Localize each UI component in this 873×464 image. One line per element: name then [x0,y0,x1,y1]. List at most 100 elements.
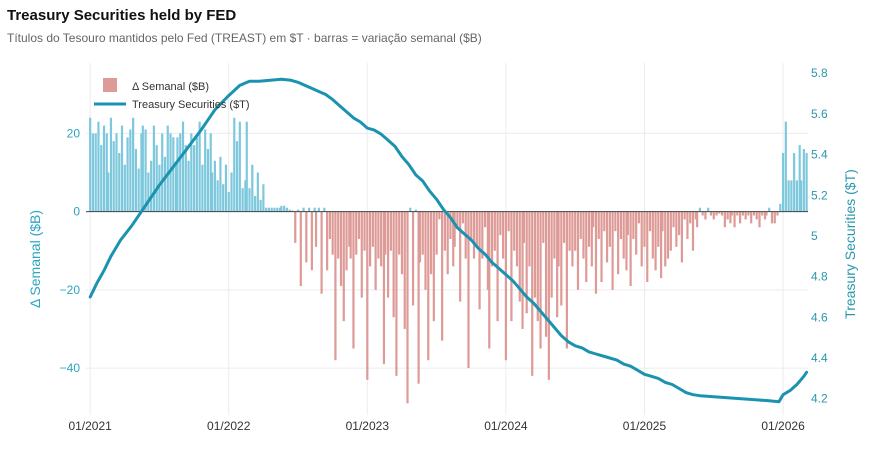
bar[interactable] [648,211,652,232]
series-line[interactable] [88,77,809,404]
bar[interactable] [478,211,481,310]
bar[interactable] [395,211,398,376]
bar[interactable] [134,149,137,212]
bar[interactable] [155,145,158,212]
bar[interactable] [654,211,657,271]
bar[interactable] [747,211,750,216]
bar[interactable] [669,211,672,251]
bar[interactable] [273,207,276,212]
bar[interactable] [317,207,320,212]
bar[interactable] [432,211,435,322]
bar[interactable] [784,121,787,212]
bar[interactable] [278,207,282,212]
bar[interactable] [107,172,110,212]
bar[interactable] [470,211,473,239]
bar[interactable] [565,211,568,349]
bar[interactable] [411,211,415,306]
bar[interactable] [701,211,704,216]
bar[interactable] [443,211,447,251]
bar[interactable] [334,211,337,361]
bar[interactable] [793,152,796,212]
bar[interactable] [657,211,660,247]
bar[interactable] [265,207,268,212]
bar[interactable] [387,211,390,298]
bar[interactable] [691,211,695,251]
bar[interactable] [736,211,739,216]
bar[interactable] [97,121,100,212]
bar[interactable] [424,211,427,290]
bar[interactable] [582,211,585,259]
bar[interactable] [452,211,455,267]
bar[interactable] [245,121,248,212]
bar[interactable] [392,211,395,318]
bar[interactable] [235,141,239,212]
bar[interactable] [726,211,729,220]
bar[interactable] [720,211,724,216]
bar[interactable] [308,207,311,212]
bar[interactable] [553,211,556,259]
legend[interactable]: Δ Semanal ($B) Treasury Securities ($T) [94,78,250,111]
bar[interactable] [576,211,580,290]
bar[interactable] [389,211,392,251]
bar[interactable] [294,211,297,243]
bar[interactable] [120,125,124,212]
bar[interactable] [219,156,222,212]
bar[interactable] [331,211,334,255]
bar[interactable] [233,117,236,212]
bar[interactable] [259,199,262,212]
bar[interactable] [603,211,606,232]
bar[interactable] [166,125,169,212]
bar[interactable] [357,211,361,239]
bar[interactable] [723,211,726,228]
bar[interactable] [790,180,793,212]
bar[interactable] [253,195,257,212]
bar[interactable] [608,211,611,247]
bar[interactable] [328,211,331,239]
bar[interactable] [112,141,115,212]
bar[interactable] [276,207,279,212]
bar[interactable] [204,129,207,212]
bar[interactable] [438,211,441,220]
bar[interactable] [363,211,366,251]
bar[interactable] [409,207,412,212]
bar[interactable] [305,211,308,263]
bar[interactable] [617,211,620,275]
bar[interactable] [678,211,681,236]
bar[interactable] [314,211,318,247]
bar[interactable] [172,137,175,212]
bar-series[interactable] [89,117,808,404]
bar[interactable] [187,160,190,212]
bar[interactable] [568,211,571,251]
bar[interactable] [712,211,715,220]
bar[interactable] [619,211,623,239]
bar[interactable] [89,117,92,212]
bar[interactable] [704,211,707,220]
bar[interactable] [590,211,593,267]
bar[interactable] [686,211,689,239]
bar[interactable] [752,211,756,216]
bar[interactable] [377,211,380,259]
bar[interactable] [544,211,548,337]
bar[interactable] [510,211,513,322]
bar[interactable] [729,211,732,224]
bar[interactable] [441,211,444,341]
bar[interactable] [299,211,302,286]
bar[interactable] [248,188,251,212]
bar[interactable] [744,211,747,220]
bar[interactable] [763,211,767,220]
bar[interactable] [563,211,566,243]
bar[interactable] [502,211,505,259]
bar[interactable] [427,211,430,361]
bar[interactable] [313,207,316,212]
bar[interactable] [750,211,753,224]
bar[interactable] [147,172,150,212]
bar[interactable] [453,211,456,247]
bar[interactable] [499,211,502,236]
bar[interactable] [400,211,404,275]
bar[interactable] [798,145,801,212]
bar[interactable] [115,133,118,212]
bar[interactable] [490,211,494,267]
bar[interactable] [781,152,785,212]
bar[interactable] [345,211,348,271]
